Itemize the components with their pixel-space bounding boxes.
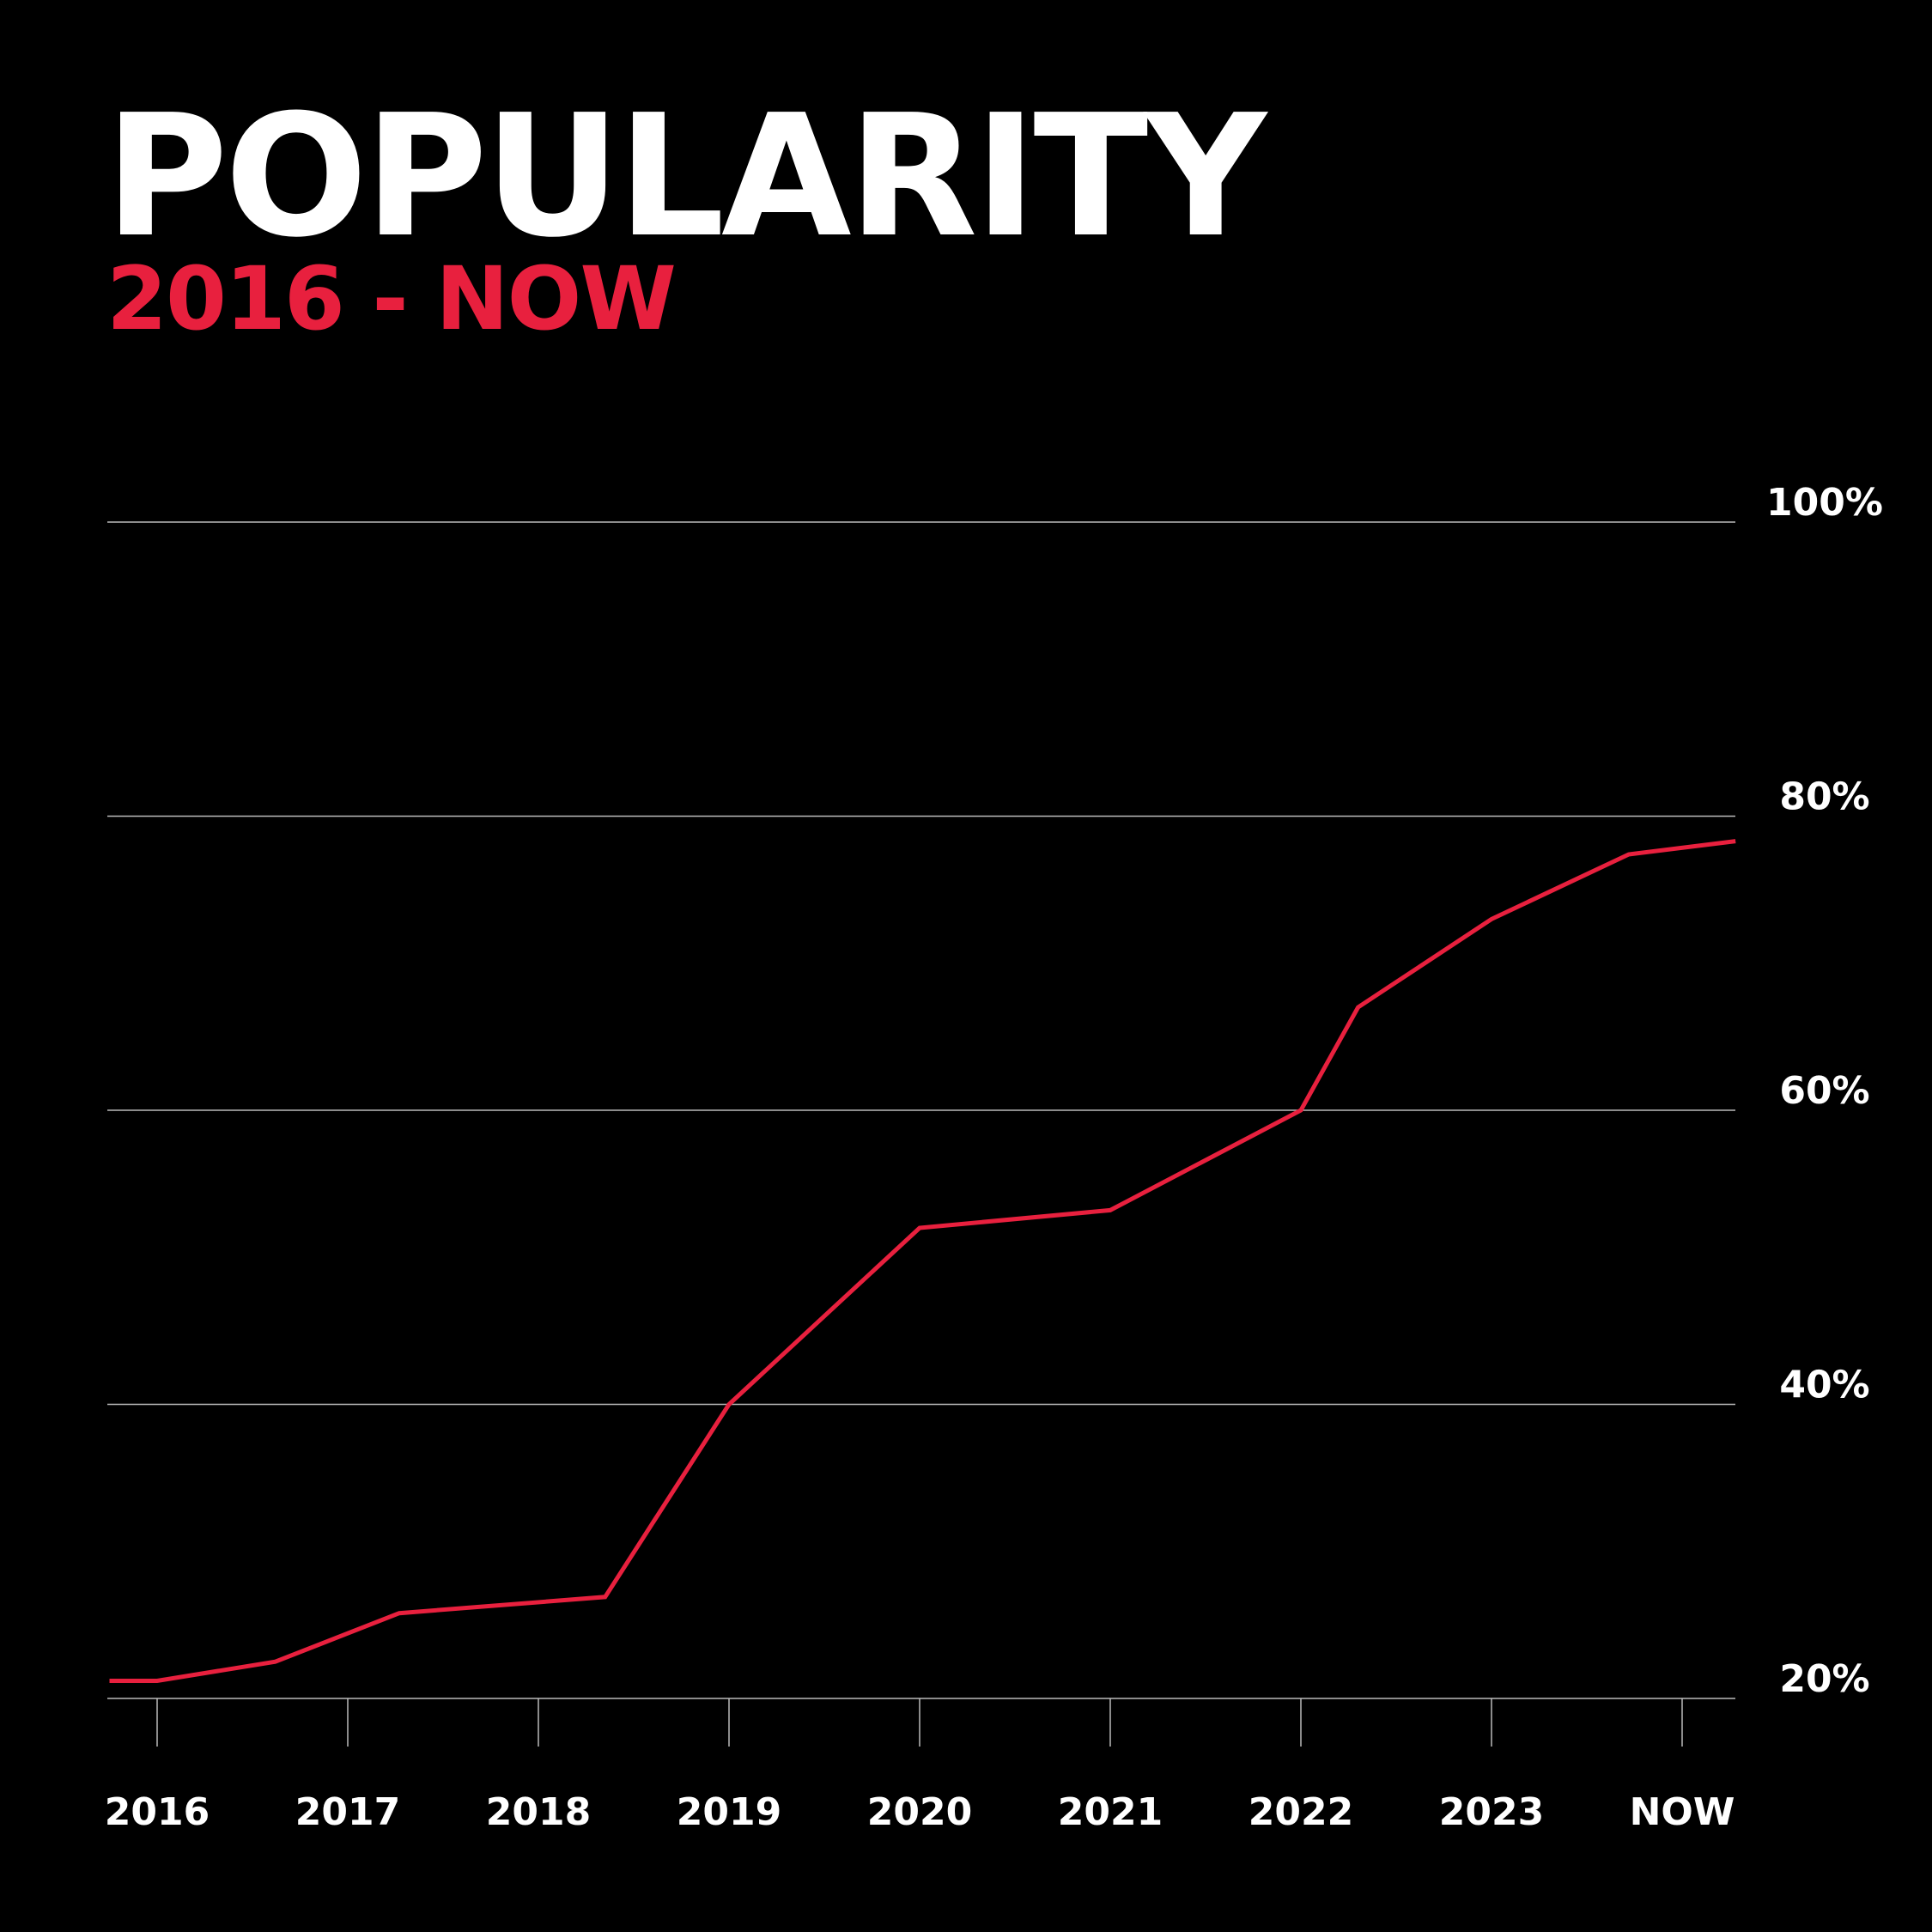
y-tick-label: 60%	[1779, 1069, 1869, 1113]
x-tick-label: 2023	[1439, 1790, 1544, 1834]
x-tick-label: 2016	[105, 1790, 210, 1834]
grid-lines	[107, 521, 1735, 1699]
series-layer	[109, 839, 1736, 1683]
y-tick-label: 80%	[1779, 775, 1869, 819]
y-tick-label: 20%	[1779, 1657, 1869, 1701]
chart-title: POPULARITY	[105, 79, 1267, 275]
x-tick-label: 2022	[1249, 1790, 1353, 1834]
x-axis-ticks	[156, 1698, 1683, 1747]
y-tick-label: 40%	[1779, 1364, 1869, 1407]
x-tick-label: 2020	[867, 1790, 972, 1834]
x-tick-label: NOW	[1630, 1790, 1735, 1834]
x-tick-label: 2017	[295, 1790, 400, 1834]
x-tick-label: 2018	[486, 1790, 591, 1834]
x-tick-label: 2019	[677, 1790, 781, 1834]
x-axis-labels: 2016 2017 2018 2019 2020 2021 2022 2023 NOW	[105, 1790, 1735, 1834]
popularity-line-series	[109, 839, 1736, 1683]
chart-subtitle: 2016 - NOW	[106, 248, 677, 350]
y-tick-label: 100%	[1766, 481, 1883, 525]
x-tick-label: 2021	[1058, 1790, 1163, 1834]
y-axis-labels: 20% 40% 60% 80% 100%	[1766, 481, 1883, 1701]
